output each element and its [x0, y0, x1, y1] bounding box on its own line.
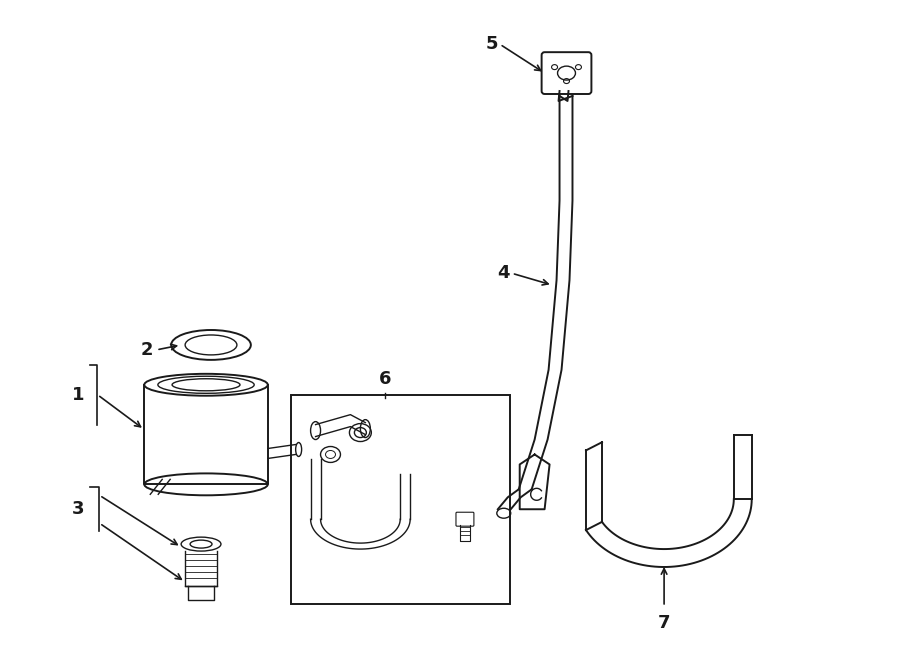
Text: 1: 1: [72, 386, 85, 404]
Text: 7: 7: [658, 614, 670, 632]
Text: 4: 4: [497, 264, 509, 282]
Text: 6: 6: [379, 369, 392, 388]
Bar: [291, 395, 509, 604]
Text: 2: 2: [140, 341, 153, 359]
Text: 3: 3: [72, 500, 85, 518]
Text: 5: 5: [485, 35, 498, 53]
